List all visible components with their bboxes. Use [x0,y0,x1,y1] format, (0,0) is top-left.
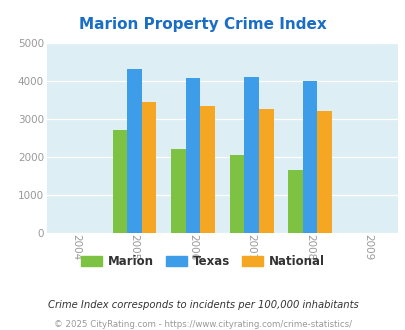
Bar [171,149,185,233]
Legend: Marion, Texas, National: Marion, Texas, National [76,250,329,273]
Text: Marion Property Crime Index: Marion Property Crime Index [79,17,326,32]
Bar [141,102,156,233]
Bar [302,81,317,233]
Bar [127,70,141,233]
Bar [317,111,331,233]
Bar [229,155,244,233]
Text: © 2025 CityRating.com - https://www.cityrating.com/crime-statistics/: © 2025 CityRating.com - https://www.city… [54,319,351,329]
Text: Crime Index corresponds to incidents per 100,000 inhabitants: Crime Index corresponds to incidents per… [47,300,358,310]
Bar [185,78,200,233]
Bar [258,109,273,233]
Bar [200,106,214,233]
Bar [112,130,127,233]
Bar [288,170,302,233]
Bar [244,77,258,233]
